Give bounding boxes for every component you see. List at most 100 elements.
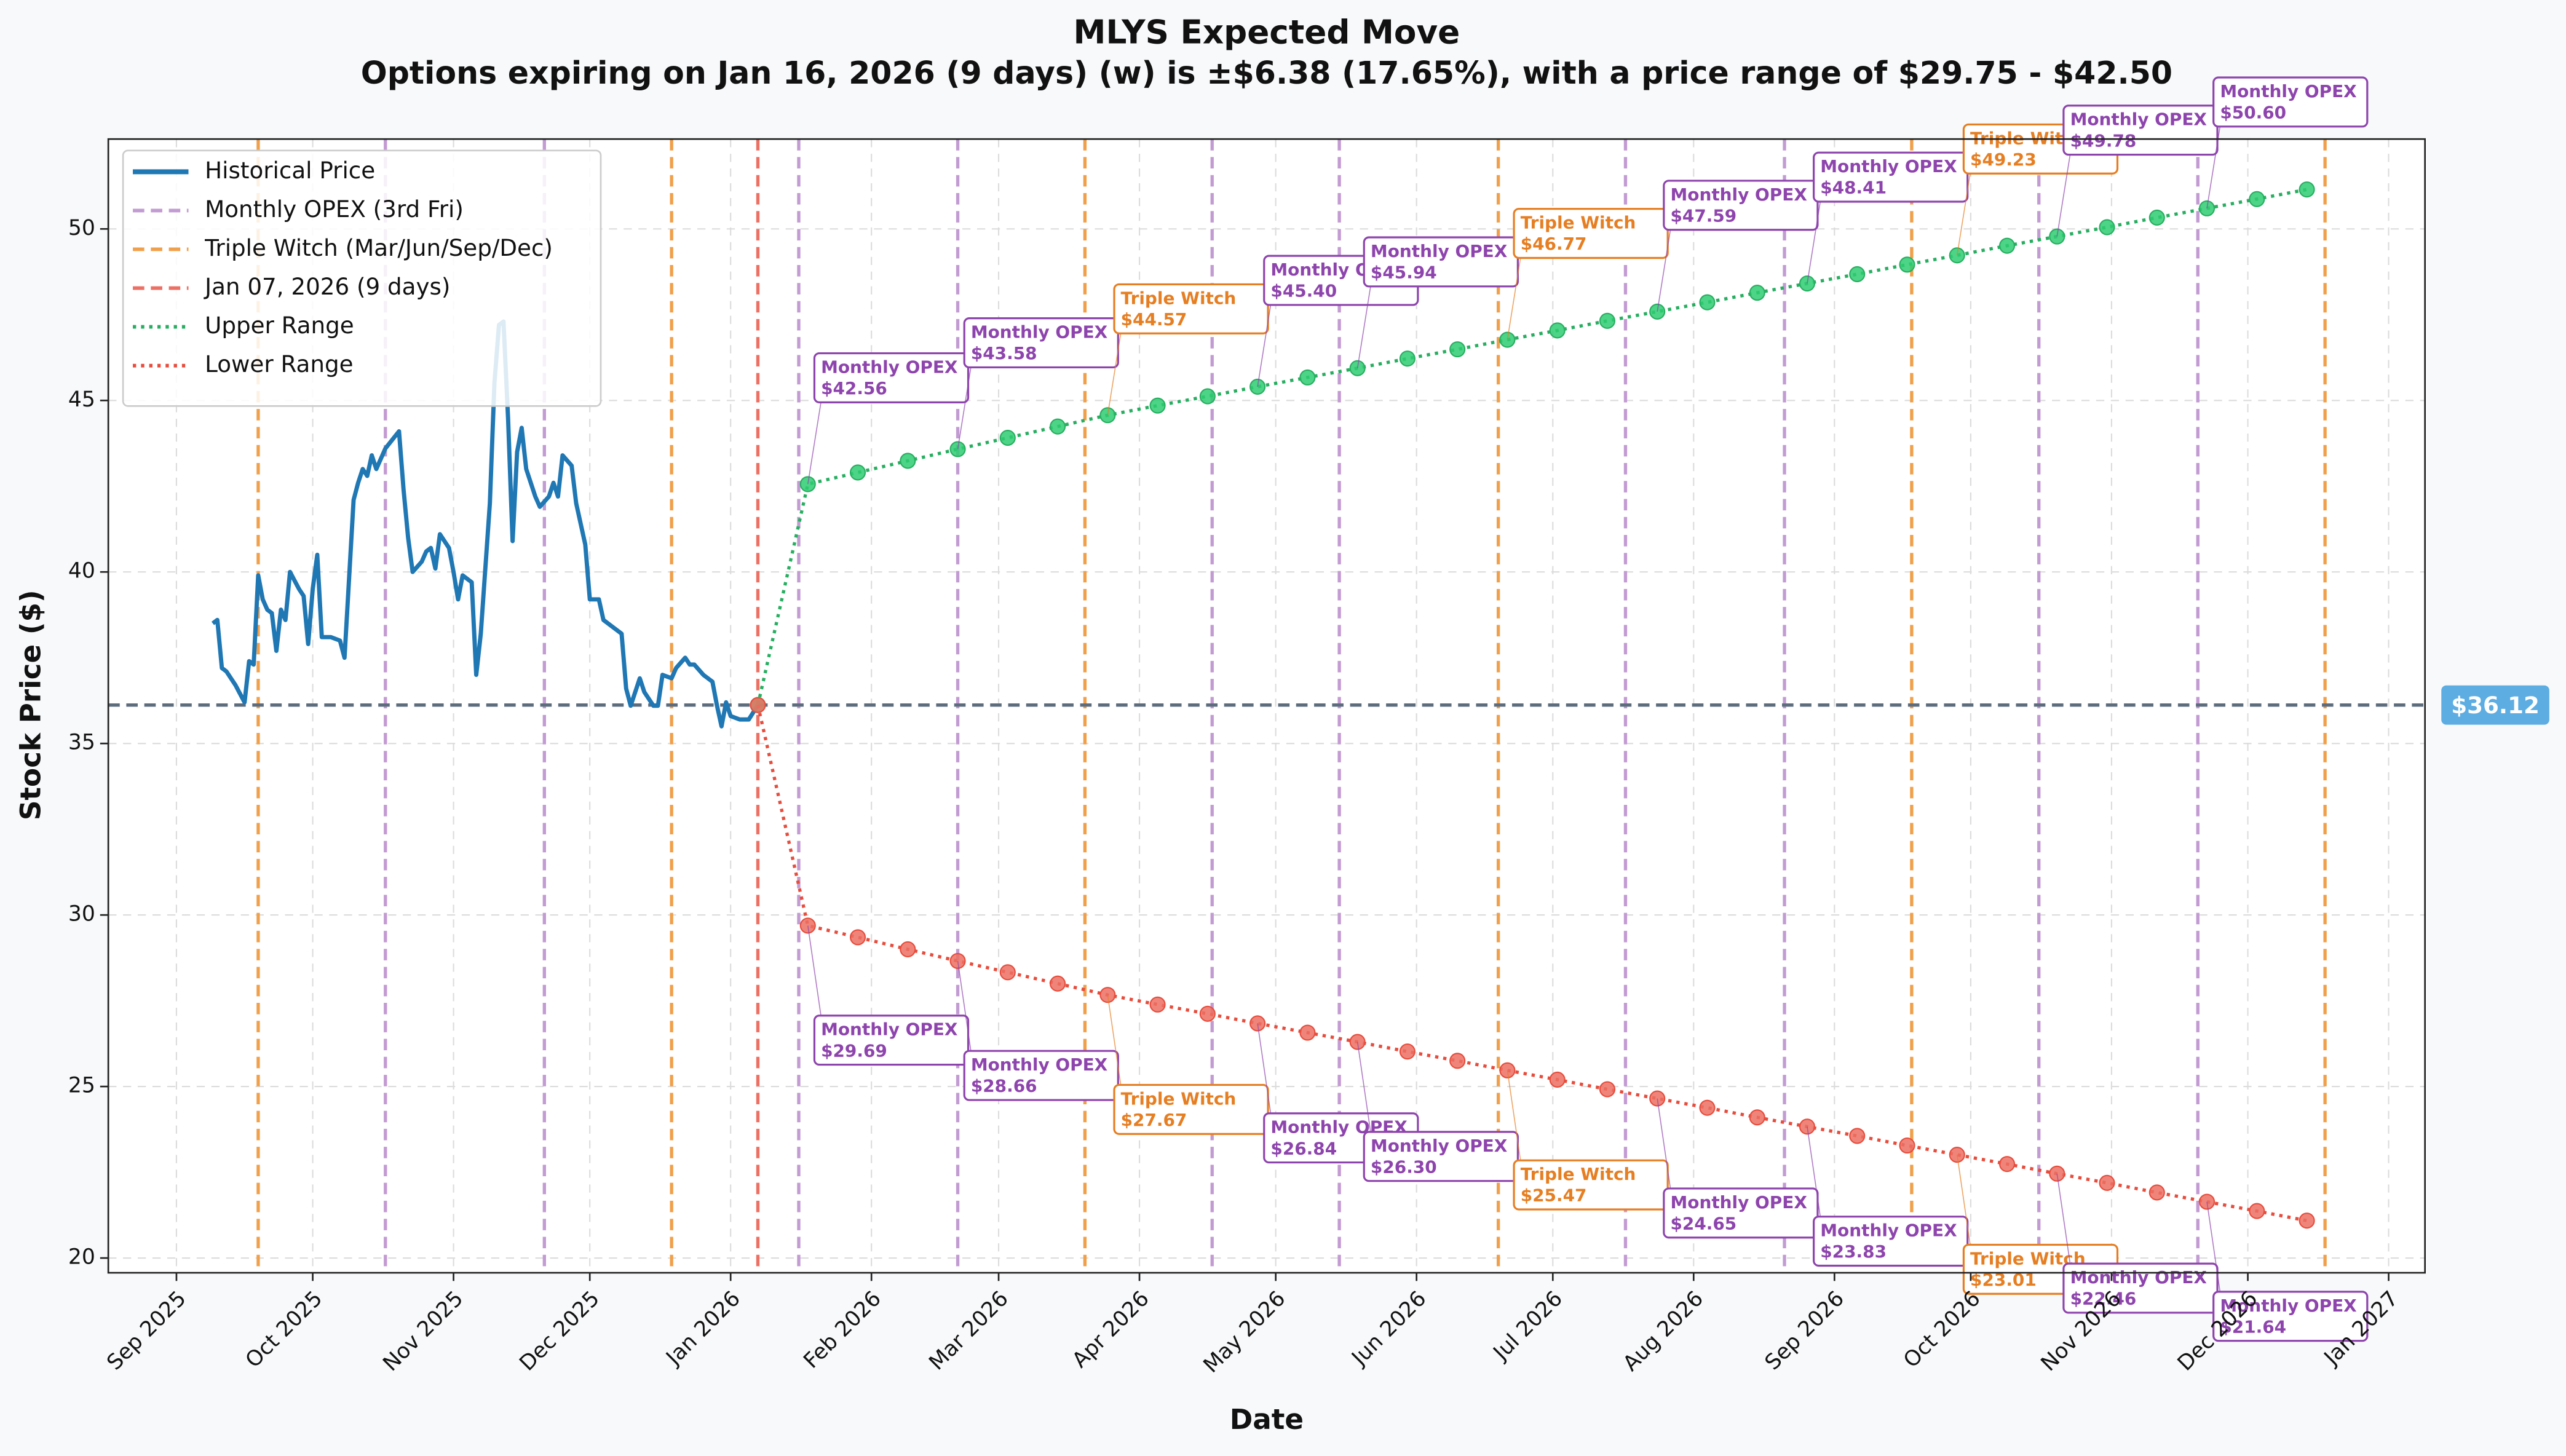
annotation-value: $26.84	[1270, 1138, 1337, 1158]
point	[1199, 1005, 1216, 1022]
annotation-connector	[1356, 286, 1371, 368]
series-line	[756, 188, 2308, 706]
annotation-title: Monthly OPEX	[1820, 156, 1957, 176]
annotation-value: $44.57	[1121, 309, 1187, 330]
point	[1749, 1109, 1765, 1126]
annotation-value: $21.64	[2220, 1316, 2286, 1337]
annotation-connector	[807, 925, 822, 1016]
annotation-box	[813, 1015, 970, 1066]
annotation-box	[1813, 1216, 1969, 1267]
annotation-connector	[1107, 333, 1122, 416]
annotation-title: Monthly OPEX	[2070, 109, 2207, 130]
annotation-box	[813, 352, 970, 403]
annotation-connector	[957, 960, 972, 1051]
point	[1299, 369, 1316, 386]
annotation-title: Monthly OPEX	[1820, 1221, 1957, 1241]
annotation-value: $24.65	[1670, 1213, 1736, 1233]
annotation-title: Monthly OPEX	[2220, 81, 2356, 101]
point	[1899, 256, 1915, 273]
annotation-connector	[1807, 1126, 1821, 1217]
point	[2249, 1203, 2265, 1219]
point	[2299, 181, 2315, 198]
legend-label: Jan 07, 2026 (9 days)	[204, 273, 450, 300]
annotation-connector	[2056, 154, 2071, 237]
annotation-connector	[1257, 304, 1272, 387]
annotation-value: $48.41	[1820, 178, 1887, 198]
point	[2148, 1184, 2165, 1201]
annotation-title: Monthly OPEX	[1371, 241, 1507, 261]
point	[1149, 397, 1166, 414]
annotation-value: $46.77	[1521, 234, 1587, 254]
annotation-connector	[1657, 229, 1671, 312]
point	[1050, 975, 1066, 992]
annotation-connector	[1956, 173, 1971, 256]
series-line	[756, 705, 2308, 1222]
series-line	[211, 319, 760, 729]
annotation-value: $47.59	[1670, 205, 1736, 226]
annotation-box	[1513, 208, 1669, 259]
point	[1699, 294, 1716, 311]
annotation-connector	[2206, 1201, 2221, 1292]
annotation-connector	[1507, 258, 1521, 340]
y-tick-label: 50	[68, 216, 95, 240]
annotation-title: Monthly OPEX	[2220, 1296, 2356, 1316]
point	[2049, 228, 2065, 245]
current-price-badge	[2441, 685, 2549, 725]
annotation-box	[2212, 1291, 2369, 1342]
point	[1449, 1053, 1466, 1069]
annotation-box	[1363, 236, 1519, 288]
point	[799, 917, 816, 934]
point	[850, 929, 866, 946]
chart-title: MLYS Expected Move	[1074, 14, 1460, 52]
y-tick-label: 40	[68, 559, 95, 584]
point	[1699, 1099, 1716, 1116]
annotation-box	[963, 1050, 1119, 1101]
annotation-value: $29.69	[821, 1040, 887, 1061]
point	[1599, 312, 1615, 329]
point	[1949, 1147, 1965, 1163]
point	[799, 476, 816, 493]
annotation-title: Monthly OPEX	[2070, 1267, 2207, 1288]
chart-subtitle: Options expiring on Jan 16, 2026 (9 days…	[361, 55, 2172, 91]
point	[1899, 1137, 1915, 1154]
annotation-value: $49.23	[1970, 149, 2037, 170]
annotation-connector	[1807, 201, 1821, 284]
annotation-title: Monthly OPEX	[821, 1019, 957, 1040]
annotation-connector	[1257, 1023, 1272, 1114]
point	[1399, 350, 1416, 367]
annotation-value: $50.60	[2220, 103, 2286, 123]
y-tick-label: 25	[68, 1074, 95, 1098]
annotation-box	[1663, 1187, 1819, 1239]
annotation-title: Monthly OPEX	[821, 357, 957, 377]
y-tick-label: 20	[68, 1245, 95, 1270]
annotation-connector	[957, 367, 972, 449]
point	[999, 430, 1016, 446]
point	[1949, 247, 1965, 264]
annotation-box	[963, 317, 1119, 369]
point	[2099, 219, 2115, 235]
y-tick-label: 30	[68, 902, 95, 927]
y-tick-label: 35	[68, 730, 95, 755]
annotation-value: $25.47	[1521, 1185, 1587, 1206]
annotation-title: Triple Witch	[1521, 1164, 1636, 1184]
annotation-value: $23.83	[1820, 1241, 1887, 1262]
annotation-connector	[1657, 1098, 1671, 1189]
annotation-connector	[1507, 1070, 1521, 1161]
plot-frame	[107, 138, 2426, 1274]
annotation-value: $43.58	[971, 343, 1037, 363]
annotation-value: $45.40	[1270, 281, 1337, 301]
annotation-value: $26.30	[1371, 1157, 1437, 1177]
annotation-connector	[2206, 126, 2221, 208]
point	[1849, 266, 1866, 283]
point	[2249, 191, 2265, 207]
annotation-box	[1113, 1083, 1269, 1135]
annotation-connector	[807, 402, 822, 485]
annotation-box	[1663, 180, 1819, 231]
point	[2099, 1174, 2115, 1191]
point	[900, 453, 916, 469]
annotation-connector	[1956, 1154, 1971, 1245]
annotation-box	[2062, 1262, 2219, 1314]
data	[211, 181, 2315, 1229]
point	[2049, 1165, 2065, 1182]
